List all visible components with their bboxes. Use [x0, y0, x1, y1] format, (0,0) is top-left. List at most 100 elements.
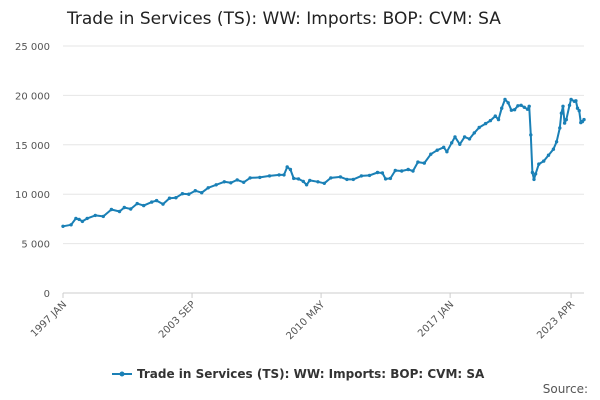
data-point[interactable] — [458, 142, 462, 146]
data-point[interactable] — [167, 196, 172, 200]
data-point[interactable] — [532, 177, 536, 182]
data-point[interactable] — [488, 118, 493, 123]
data-point[interactable] — [267, 174, 272, 178]
data-point[interactable] — [450, 141, 454, 145]
data-point[interactable] — [529, 133, 533, 137]
data-point[interactable] — [288, 167, 293, 172]
data-point[interactable] — [74, 216, 78, 221]
data-point[interactable] — [206, 186, 210, 190]
data-point[interactable] — [542, 159, 546, 163]
data-point[interactable] — [77, 217, 81, 222]
data-point[interactable] — [282, 173, 286, 177]
data-point[interactable] — [142, 203, 146, 208]
data-point[interactable] — [235, 178, 239, 182]
data-point[interactable] — [101, 214, 106, 219]
data-point[interactable] — [527, 104, 531, 109]
data-point[interactable] — [296, 177, 301, 181]
data-point[interactable] — [117, 209, 122, 214]
data-point[interactable] — [122, 205, 127, 210]
data-point[interactable] — [109, 207, 114, 212]
data-point[interactable] — [375, 170, 380, 175]
data-point[interactable] — [416, 160, 420, 164]
data-point[interactable] — [509, 108, 514, 112]
data-point[interactable] — [292, 176, 296, 181]
data-point[interactable] — [304, 183, 309, 187]
data-point[interactable] — [533, 172, 538, 176]
data-point[interactable] — [537, 162, 541, 166]
data-point[interactable] — [445, 150, 449, 154]
data-point[interactable] — [554, 140, 559, 144]
data-point[interactable] — [575, 106, 580, 110]
data-point[interactable] — [522, 105, 526, 110]
data-point[interactable] — [301, 179, 305, 184]
data-point[interactable] — [512, 108, 517, 112]
data-point[interactable] — [435, 148, 439, 152]
data-point[interactable] — [406, 167, 410, 172]
data-point[interactable] — [429, 152, 433, 156]
data-point[interactable] — [248, 176, 252, 180]
data-point[interactable] — [150, 200, 154, 204]
data-point[interactable] — [258, 175, 262, 180]
data-point[interactable] — [154, 198, 159, 203]
data-point[interactable] — [411, 169, 415, 173]
data-point[interactable] — [559, 111, 564, 115]
data-point[interactable] — [135, 201, 139, 206]
data-point[interactable] — [308, 178, 312, 183]
data-point[interactable] — [477, 125, 481, 130]
data-point[interactable] — [472, 131, 476, 135]
legend[interactable]: Trade in Services (TS): WW: Imports: BOP… — [112, 367, 485, 381]
data-point[interactable] — [500, 106, 504, 110]
data-point[interactable] — [222, 180, 226, 184]
data-point[interactable] — [359, 174, 364, 178]
data-point[interactable] — [229, 181, 233, 185]
data-point[interactable] — [329, 176, 333, 180]
data-point[interactable] — [338, 175, 343, 179]
data-point[interactable] — [569, 97, 573, 102]
data-point[interactable] — [193, 189, 197, 193]
data-point[interactable] — [214, 183, 218, 187]
data-point[interactable] — [483, 121, 488, 126]
data-point[interactable] — [467, 137, 472, 141]
data-point[interactable] — [69, 223, 73, 227]
data-point[interactable] — [546, 153, 551, 157]
data-point[interactable] — [551, 147, 556, 151]
data-point[interactable] — [442, 145, 446, 149]
data-point[interactable] — [187, 192, 191, 196]
data-point[interactable] — [174, 196, 178, 200]
data-point[interactable] — [574, 99, 578, 103]
data-point[interactable] — [322, 181, 326, 185]
data-point[interactable] — [582, 117, 586, 122]
data-point[interactable] — [383, 177, 388, 181]
data-point[interactable] — [80, 219, 85, 224]
data-point[interactable] — [422, 161, 426, 165]
data-point[interactable] — [380, 171, 385, 175]
data-point[interactable] — [93, 213, 98, 218]
data-point[interactable] — [367, 173, 372, 178]
data-point[interactable] — [530, 170, 535, 175]
data-point[interactable] — [564, 117, 568, 122]
data-point[interactable] — [388, 176, 393, 181]
data-point[interactable] — [400, 169, 404, 173]
data-point[interactable] — [161, 202, 165, 206]
data-point[interactable] — [277, 173, 281, 177]
data-point[interactable] — [558, 126, 562, 130]
data-point[interactable] — [316, 180, 320, 184]
data-point[interactable] — [462, 135, 467, 139]
data-point[interactable] — [200, 191, 204, 195]
data-point[interactable] — [525, 107, 530, 111]
data-point[interactable] — [506, 101, 510, 105]
data-point[interactable] — [496, 117, 501, 122]
data-point[interactable] — [453, 135, 457, 139]
data-point[interactable] — [85, 216, 89, 221]
data-point[interactable] — [345, 177, 349, 182]
data-point[interactable] — [516, 104, 520, 108]
data-point[interactable] — [493, 114, 497, 118]
data-point[interactable] — [577, 109, 581, 113]
data-point[interactable] — [503, 97, 507, 102]
data-point[interactable] — [285, 165, 289, 169]
data-point[interactable] — [567, 103, 572, 108]
data-point[interactable] — [519, 103, 523, 108]
data-point[interactable] — [242, 180, 246, 184]
data-point[interactable] — [562, 121, 567, 125]
data-point[interactable] — [61, 224, 65, 228]
